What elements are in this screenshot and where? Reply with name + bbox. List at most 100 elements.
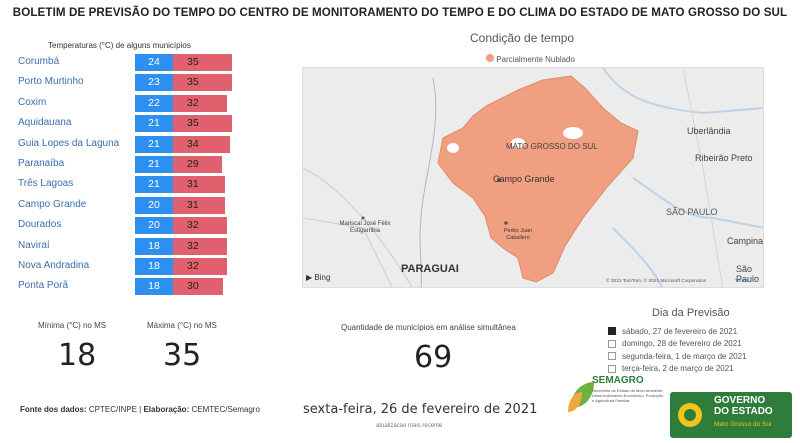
table-row[interactable]: Corumbá 24 35	[14, 53, 232, 73]
source-value: CPTEC/INPE |	[86, 405, 144, 414]
data-source: Fonte dos dados: CPTEC/INPE | Elaboração…	[20, 405, 260, 414]
min-temp-bar[interactable]: 21	[135, 135, 173, 153]
min-temp-bar[interactable]: 24	[135, 54, 173, 71]
min-temp-bar[interactable]: 18	[135, 257, 173, 275]
map-label-campo-grande: Campo Grande	[493, 174, 555, 184]
min-temp-bar[interactable]: 20	[135, 196, 173, 214]
semagro-leaf-icon	[568, 382, 594, 412]
temperatures-caption: Temperaturas (°C) de alguns municípios	[48, 41, 191, 50]
min-temp-bar[interactable]: 21	[135, 155, 173, 173]
map-label-sao-paulo-city: São Paulo	[736, 264, 760, 284]
max-temp-bar[interactable]: 32	[173, 257, 227, 275]
semagro-subtitle: Secretaria de Estado de Meio Ambiente, D…	[592, 388, 664, 403]
gov-line2: DO ESTADO	[714, 406, 773, 417]
forecast-option[interactable]: terça-feira, 2 de março de 2021	[608, 363, 747, 375]
elab-label: Elaboração:	[143, 405, 190, 414]
bing-logo: ▶ Bing	[306, 273, 331, 282]
table-row[interactable]: Campo Grande 20 31	[14, 196, 225, 216]
municipality-name: Guia Lopes da Laguna	[18, 137, 120, 149]
max-temp-bar[interactable]: 32	[173, 94, 227, 112]
gov-line3: Mato Grosso do Sul	[714, 421, 772, 428]
map-canvas	[303, 68, 763, 287]
report-date: sexta-feira, 26 de fevereiro de 2021	[303, 402, 538, 417]
gov-line1: GOVERNO	[714, 395, 766, 406]
checkbox-icon[interactable]	[608, 364, 616, 373]
table-row[interactable]: Três Lagoas 21 31	[14, 175, 225, 195]
forecast-day-list: sábado, 27 de fevereiro de 2021 domingo,…	[608, 325, 747, 375]
forecast-option-label: sábado, 27 de fevereiro de 2021	[622, 326, 738, 336]
forecast-option[interactable]: domingo, 28 de fevereiro de 2021	[608, 338, 747, 350]
temperature-table: Corumbá 24 35 Porto Murtinho 23 35 Coxim…	[14, 53, 232, 298]
map-label-mariscal: Mariscal José Félix Estigarribia	[339, 221, 391, 234]
checkbox-checked-icon[interactable]	[608, 327, 616, 335]
municipality-name: Naviraí	[18, 239, 50, 251]
forecast-option-label: domingo, 28 de fevereiro de 2021	[622, 339, 742, 348]
max-temp-bar[interactable]: 34	[173, 135, 230, 153]
max-temp-bar[interactable]: 32	[173, 217, 227, 235]
legend-dot-icon	[486, 54, 494, 62]
max-temp-bar[interactable]: 35	[173, 74, 232, 92]
forecast-title: Dia da Previsão	[652, 307, 730, 319]
weather-map[interactable]: MATO GROSSO DO SUL Campo Grande Uberlând…	[302, 67, 764, 288]
forecast-option-label: terça-feira, 2 de março de 2021	[622, 364, 734, 373]
table-row[interactable]: Dourados 20 32	[14, 216, 227, 236]
municipality-name: Nova Andradina	[18, 259, 90, 271]
table-row[interactable]: Coxim 22 32	[14, 94, 227, 114]
map-label-campinas: Campina	[727, 236, 764, 246]
max-temp-value: 35	[163, 338, 202, 373]
min-temp-value: 18	[58, 338, 97, 373]
max-temp-label: Máxima (°C) no MS	[147, 321, 217, 330]
municipality-name: Paranaíba	[18, 157, 65, 169]
checkbox-icon[interactable]	[608, 339, 616, 348]
min-temp-bar[interactable]: 18	[135, 278, 173, 296]
min-temp-bar[interactable]: 21	[135, 176, 173, 194]
map-legend[interactable]: Parcialmente Nublado	[486, 54, 575, 64]
map-label-pedro: Pedro Juan Caballero	[503, 228, 533, 241]
map-label-paraguai: PARAGUAI	[401, 263, 459, 275]
table-row[interactable]: Guia Lopes da Laguna 21 34	[14, 135, 230, 155]
table-row[interactable]: Porto Murtinho 23 35	[14, 73, 232, 93]
report-date-caption: atualizacao mais recente	[376, 423, 443, 429]
forecast-option[interactable]: sábado, 27 de fevereiro de 2021	[608, 325, 747, 337]
max-temp-bar[interactable]: 32	[173, 237, 227, 255]
elab-value: CEMTEC/Semagro	[189, 405, 260, 414]
min-temp-label: Mínima (°C) no MS	[38, 321, 107, 330]
municipality-name: Coxim	[18, 96, 47, 108]
min-temp-bar[interactable]: 20	[135, 217, 173, 235]
map-terms-link[interactable]: Terms	[735, 279, 749, 284]
map-label-ribeirao: Ribeirão Preto	[695, 153, 753, 163]
max-temp-bar[interactable]: 29	[173, 155, 222, 173]
municipality-name: Campo Grande	[18, 198, 87, 210]
government-logo: GOVERNO DO ESTADO Mato Grosso do Sul	[670, 392, 792, 438]
table-row[interactable]: Ponta Porã 18 30	[14, 277, 224, 297]
max-temp-bar[interactable]: 35	[173, 54, 232, 71]
min-temp-bar[interactable]: 21	[135, 115, 173, 133]
map-copyright: © 2021 TomTom, © 2021 Microsoft Corporat…	[606, 279, 707, 284]
forecast-option-label: segunda-feira, 1 de março de 2021	[622, 351, 747, 361]
map-label-state: MATO GROSSO DO SUL	[506, 142, 598, 151]
page-title: BOLETIM DE PREVISÃO DO TEMPO DO CENTRO D…	[12, 6, 788, 19]
min-temp-bar[interactable]: 22	[135, 94, 173, 112]
table-row[interactable]: Naviraí 18 32	[14, 237, 227, 257]
map-label-uberlandia: Uberlândia	[687, 126, 731, 136]
min-temp-bar[interactable]: 23	[135, 74, 173, 92]
max-temp-bar[interactable]: 31	[173, 176, 225, 194]
max-temp-bar[interactable]: 31	[173, 196, 225, 214]
max-temp-bar[interactable]: 30	[173, 278, 223, 296]
max-temp-bar[interactable]: 35	[173, 115, 232, 133]
municipality-name: Aquidauana	[18, 117, 72, 129]
municipality-name: Corumbá	[18, 56, 60, 67]
count-value: 69	[414, 340, 453, 375]
state-seal-icon	[678, 403, 702, 427]
table-row[interactable]: Aquidauana 21 35	[14, 114, 232, 134]
table-row[interactable]: Paranaíba 21 29	[14, 155, 224, 175]
min-temp-bar[interactable]: 18	[135, 237, 173, 255]
legend-label: Parcialmente Nublado	[496, 55, 575, 64]
checkbox-icon[interactable]	[608, 352, 616, 360]
table-row[interactable]: Nova Andradina 18 32	[14, 257, 227, 277]
semagro-logo: SEMAGRO Secretaria de Estado de Meio Amb…	[566, 368, 664, 434]
forecast-option[interactable]: segunda-feira, 1 de março de 2021	[608, 350, 747, 362]
source-label: Fonte dos dados:	[20, 405, 87, 414]
map-label-sao-paulo-state: SÃO PAULO	[666, 207, 718, 217]
map-title: Condição de tempo	[470, 31, 575, 45]
